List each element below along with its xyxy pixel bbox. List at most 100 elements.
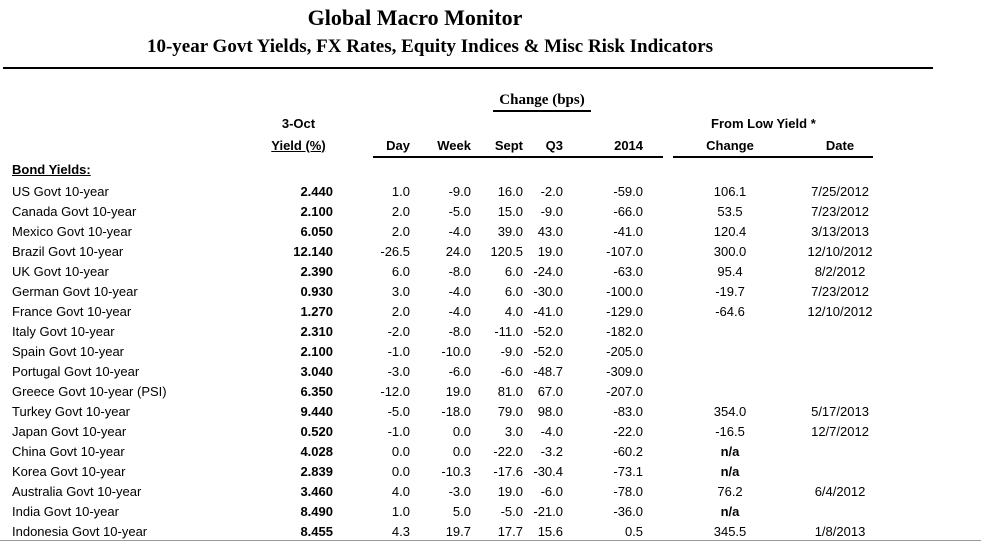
2014-change-cell: -66.0: [613, 203, 644, 219]
q3-change-cell: 19.0: [537, 243, 563, 259]
asof-header-row: 3-Oct From Low Yield *: [0, 112, 981, 133]
from-low-date-cell: [787, 341, 893, 361]
2014-change-cell: -205.0: [606, 343, 644, 359]
day-change-cell: 2.0: [391, 303, 410, 319]
row-label: France Govt 10-year: [12, 303, 132, 319]
change-group-underline: [373, 156, 663, 158]
q3-change-cell: 43.0: [537, 223, 563, 239]
from-low-change-cell: -16.5: [715, 423, 745, 439]
2014-change-cell: -309.0: [606, 363, 644, 379]
week-change-cell: -9.0: [448, 183, 471, 199]
q3-change-cell: -4.0: [540, 423, 563, 439]
row-label: Turkey Govt 10-year: [12, 403, 131, 419]
q3-change-cell: -2.0: [540, 183, 563, 199]
table-row: Italy Govt 10-year 2.310 -2.0 -8.0 -11.0…: [0, 321, 981, 341]
change-bps-group-header: Change (bps): [493, 92, 591, 112]
sept-change-cell: 120.5: [490, 243, 523, 259]
from-low-change-cell: n/a: [720, 503, 740, 519]
col-header-asof-date: 3-Oct: [281, 116, 316, 131]
from-low-group-underline: [673, 156, 873, 158]
row-label: Australia Govt 10-year: [12, 483, 142, 499]
section-header-row: Bond Yields:: [0, 157, 981, 181]
yield-cell: 1.270: [300, 303, 333, 319]
sept-change-cell: -6.0: [500, 363, 523, 379]
week-change-cell: -4.0: [448, 283, 471, 299]
row-label: German Govt 10-year: [12, 283, 138, 299]
from-low-change-cell: n/a: [720, 443, 740, 459]
row-label: Greece Govt 10-year (PSI): [12, 383, 167, 399]
from-low-yield-group-header: From Low Yield *: [711, 116, 816, 131]
col-header-change: Change: [706, 137, 754, 153]
row-label: Spain Govt 10-year: [12, 343, 125, 359]
from-low-change-cell: [673, 341, 787, 361]
day-change-cell: 4.3: [391, 523, 410, 539]
q3-change-cell: -52.0: [533, 323, 563, 339]
yield-cell: 3.040: [300, 363, 333, 379]
from-low-date-cell: [787, 501, 893, 521]
table-row: Turkey Govt 10-year 9.440 -5.0 -18.0 79.…: [0, 401, 981, 421]
week-change-cell: 24.0: [445, 243, 471, 259]
col-header-date: Date: [825, 137, 855, 153]
sept-change-cell: 17.7: [497, 523, 523, 539]
yield-cell: 12.140: [293, 243, 333, 259]
day-change-cell: 2.0: [391, 203, 410, 219]
from-low-date-cell: [787, 321, 893, 341]
row-label: Indonesia Govt 10-year: [12, 523, 148, 539]
row-label: UK Govt 10-year: [12, 263, 109, 279]
q3-change-cell: -3.2: [540, 443, 563, 459]
day-change-cell: -5.0: [387, 403, 410, 419]
bond-yields-table: Change (bps) 3-Oct From Low Yield * Yiel…: [0, 84, 981, 541]
day-change-cell: 2.0: [391, 223, 410, 239]
change-bps-header-row: Change (bps): [0, 84, 981, 112]
from-low-date-cell: 1/8/2013: [814, 523, 866, 539]
yield-cell: 3.460: [300, 483, 333, 499]
sept-change-cell: 16.0: [497, 183, 523, 199]
header-divider: [3, 67, 933, 69]
day-change-cell: 0.0: [391, 463, 410, 479]
2014-change-cell: -36.0: [613, 503, 644, 519]
row-label: Italy Govt 10-year: [12, 323, 115, 339]
sept-change-cell: -9.0: [500, 343, 523, 359]
2014-change-cell: -41.0: [613, 223, 644, 239]
from-low-change-cell: 76.2: [717, 483, 743, 499]
week-change-cell: -3.0: [448, 483, 471, 499]
col-header-day: Day: [386, 137, 410, 153]
col-header-q3: Q3: [545, 137, 563, 153]
week-change-cell: 19.0: [445, 383, 471, 399]
from-low-date-cell: [787, 381, 893, 401]
sept-change-cell: 4.0: [504, 303, 523, 319]
table-row: Spain Govt 10-year 2.100 -1.0 -10.0 -9.0…: [0, 341, 981, 361]
column-header-row: Yield (%) Day Week Sept Q3 2014 Change D…: [0, 133, 981, 157]
week-change-cell: -5.0: [448, 203, 471, 219]
from-low-change-cell: [673, 361, 787, 381]
2014-change-cell: -83.0: [613, 403, 644, 419]
sept-change-cell: -5.0: [500, 503, 523, 519]
table-row: German Govt 10-year 0.930 3.0 -4.0 6.0 -…: [0, 281, 981, 301]
from-low-change-cell: 95.4: [717, 263, 743, 279]
week-change-cell: -18.0: [441, 403, 471, 419]
2014-change-cell: -73.1: [613, 463, 644, 479]
week-change-cell: 0.0: [452, 423, 471, 439]
table-row: Japan Govt 10-year 0.520 -1.0 0.0 3.0 -4…: [0, 421, 981, 441]
row-label: India Govt 10-year: [12, 503, 119, 519]
sept-change-cell: 6.0: [504, 263, 523, 279]
from-low-change-cell: [673, 321, 787, 341]
q3-change-cell: 15.6: [537, 523, 563, 539]
col-header-2014: 2014: [614, 137, 644, 153]
row-label: Brazil Govt 10-year: [12, 243, 124, 259]
yield-cell: 8.490: [300, 503, 333, 519]
from-low-date-cell: 8/2/2012: [814, 263, 866, 279]
sept-change-cell: 81.0: [497, 383, 523, 399]
yield-cell: 2.839: [300, 463, 333, 479]
week-change-cell: -10.3: [441, 463, 471, 479]
week-change-cell: -8.0: [448, 323, 471, 339]
2014-change-cell: -182.0: [606, 323, 644, 339]
sept-change-cell: -22.0: [493, 443, 523, 459]
2014-change-cell: -63.0: [613, 263, 644, 279]
q3-change-cell: -30.0: [533, 283, 563, 299]
sept-change-cell: 19.0: [497, 483, 523, 499]
table-body: Bond Yields: US Govt 10-year 2.440 1.0 -…: [0, 157, 981, 541]
from-low-date-cell: 5/17/2013: [811, 403, 869, 419]
from-low-change-cell: 345.5: [713, 523, 747, 539]
